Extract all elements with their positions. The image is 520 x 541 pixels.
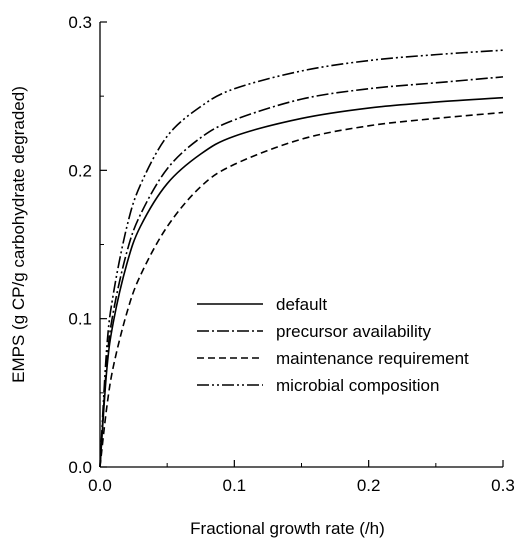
x-tick-label: 0.3 <box>491 476 515 495</box>
x-axis-title: Fractional growth rate (/h) <box>190 519 385 538</box>
y-axis-title: EMPS (g CP/g carbohydrate degraded) <box>9 86 28 383</box>
y-tick-label: 0.3 <box>68 13 92 32</box>
legend: default precursor availability maintenance… <box>197 295 469 395</box>
axes: 0.0 0.1 0.2 0.3 0.0 0.1 0.2 0.3 <box>68 13 514 495</box>
plot-lines <box>99 49 504 468</box>
x-tick-label: 0.2 <box>357 476 381 495</box>
y-tick-label: 0.0 <box>68 458 92 477</box>
series-line-maintenance-requirement <box>99 111 504 468</box>
x-tick-label: 0.1 <box>223 476 247 495</box>
legend-label-precursor-availability: precursor availability <box>276 322 431 341</box>
y-tick-label: 0.2 <box>68 161 92 180</box>
series-line-default <box>99 96 504 468</box>
legend-label-microbial-composition: microbial composition <box>276 376 439 395</box>
series-line-precursor-availability <box>99 76 504 468</box>
x-tick-label: 0.0 <box>88 476 112 495</box>
series-line-microbial-composition <box>99 49 504 468</box>
y-tick-label: 0.1 <box>68 310 92 329</box>
legend-label-maintenance-requirement: maintenance requirement <box>276 349 469 368</box>
legend-label-default: default <box>276 295 327 314</box>
